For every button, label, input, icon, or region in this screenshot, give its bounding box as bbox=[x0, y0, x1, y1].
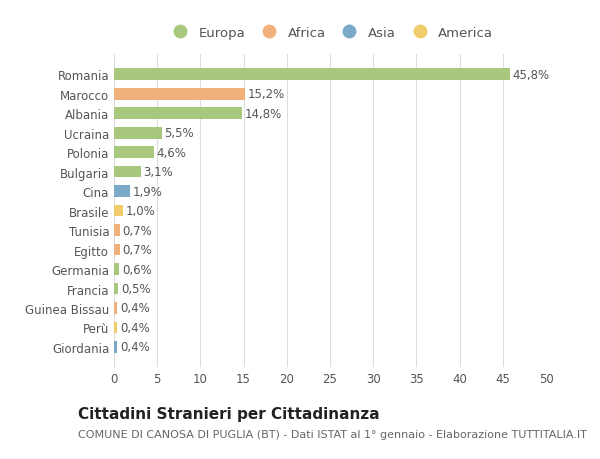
Bar bbox=[114, 167, 141, 178]
Bar bbox=[114, 225, 120, 236]
Text: 0,7%: 0,7% bbox=[122, 224, 152, 237]
Text: 1,0%: 1,0% bbox=[125, 205, 155, 218]
Text: 4,6%: 4,6% bbox=[157, 146, 186, 159]
Text: 1,9%: 1,9% bbox=[133, 185, 163, 198]
Text: COMUNE DI CANOSA DI PUGLIA (BT) - Dati ISTAT al 1° gennaio - Elaborazione TUTTIT: COMUNE DI CANOSA DI PUGLIA (BT) - Dati I… bbox=[78, 429, 587, 439]
Bar bbox=[114, 69, 510, 81]
Bar bbox=[114, 147, 154, 159]
Bar bbox=[114, 263, 119, 275]
Text: 0,6%: 0,6% bbox=[122, 263, 152, 276]
Text: 0,7%: 0,7% bbox=[122, 244, 152, 257]
Bar bbox=[114, 186, 130, 197]
Text: 14,8%: 14,8% bbox=[244, 107, 282, 120]
Text: Cittadini Stranieri per Cittadinanza: Cittadini Stranieri per Cittadinanza bbox=[78, 406, 380, 421]
Text: 0,4%: 0,4% bbox=[120, 321, 150, 334]
Text: 45,8%: 45,8% bbox=[512, 68, 550, 82]
Legend: Europa, Africa, Asia, America: Europa, Africa, Asia, America bbox=[164, 24, 496, 42]
Bar bbox=[114, 108, 242, 120]
Bar bbox=[114, 89, 245, 101]
Bar bbox=[114, 341, 118, 353]
Text: 5,5%: 5,5% bbox=[164, 127, 194, 140]
Text: 15,2%: 15,2% bbox=[248, 88, 285, 101]
Bar bbox=[114, 302, 118, 314]
Bar bbox=[114, 244, 120, 256]
Bar bbox=[114, 283, 118, 295]
Bar bbox=[114, 205, 122, 217]
Text: 0,4%: 0,4% bbox=[120, 302, 150, 315]
Bar bbox=[114, 322, 118, 334]
Text: 0,5%: 0,5% bbox=[121, 282, 151, 295]
Bar bbox=[114, 128, 161, 139]
Text: 0,4%: 0,4% bbox=[120, 341, 150, 354]
Text: 3,1%: 3,1% bbox=[143, 166, 173, 179]
